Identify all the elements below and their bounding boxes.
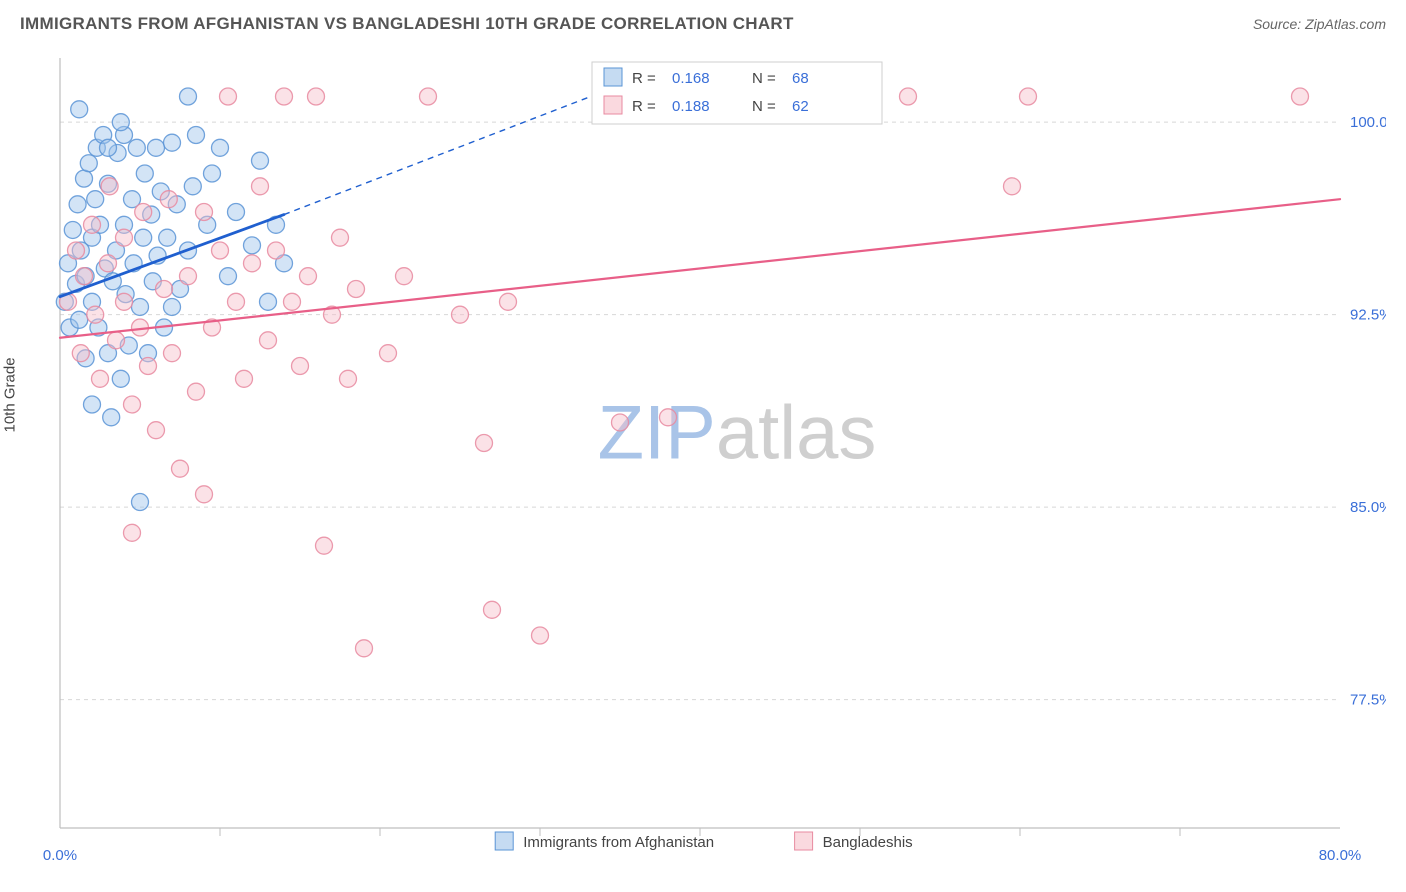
- svg-text:77.5%: 77.5%: [1350, 692, 1386, 709]
- svg-text:100.0%: 100.0%: [1350, 114, 1386, 131]
- svg-text:N =: N =: [752, 98, 776, 115]
- svg-text:ZIPatlas: ZIPatlas: [598, 390, 877, 475]
- svg-text:0.168: 0.168: [672, 70, 710, 87]
- svg-text:68: 68: [792, 70, 809, 87]
- chart-container: 10th Grade 77.5%85.0%92.5%100.0%0.0%80.0…: [20, 48, 1386, 880]
- svg-text:92.5%: 92.5%: [1350, 307, 1386, 324]
- scatter-chart: 77.5% 85.0% 92.5% 100.0% 0.0% 80.0% ZIPatlas R …: [20, 48, 1386, 880]
- svg-text:85.0%: 85.0%: [1350, 499, 1386, 516]
- svg-text:Bangladeshis: Bangladeshis: [823, 834, 913, 851]
- svg-text:0.0%: 0.0%: [43, 847, 77, 864]
- svg-text:Immigrants from Afghanistan: Immigrants from Afghanistan: [523, 834, 714, 851]
- svg-text:R =: R =: [632, 98, 656, 115]
- chart-title: IMMIGRANTS FROM AFGHANISTAN VS BANGLADES…: [20, 14, 794, 34]
- svg-text:62: 62: [792, 98, 809, 115]
- source-label: Source: ZipAtlas.com: [1253, 16, 1386, 32]
- svg-text:R =: R =: [632, 70, 656, 87]
- svg-text:N =: N =: [752, 70, 776, 87]
- svg-text:0.188: 0.188: [672, 98, 710, 115]
- y-axis-label: 10th Grade: [2, 357, 19, 432]
- svg-text:80.0%: 80.0%: [1319, 847, 1362, 864]
